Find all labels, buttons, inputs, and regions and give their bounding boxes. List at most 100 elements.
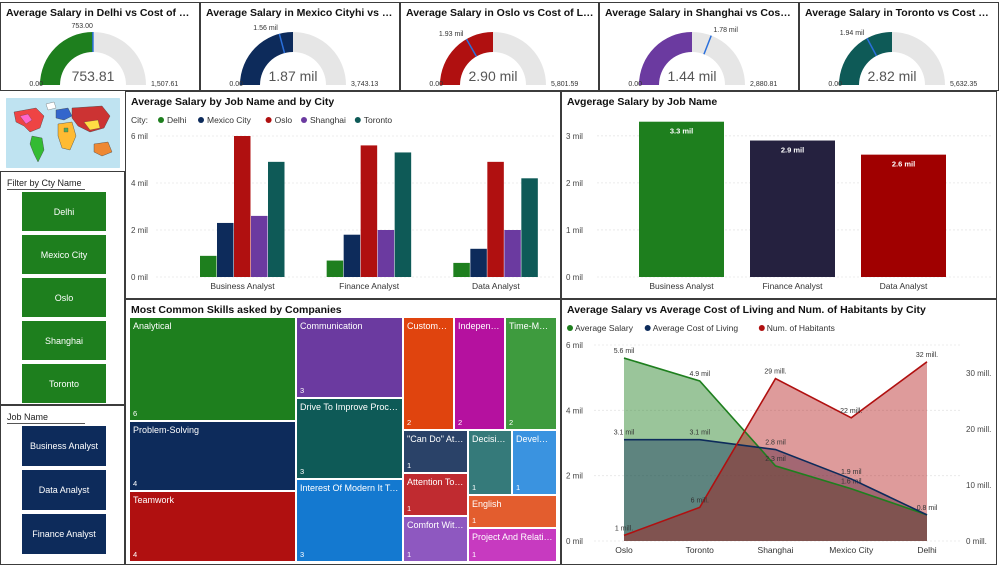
treemap-tile-label: Comfort With Numbers bbox=[407, 520, 464, 530]
legend-label: Average Salary bbox=[575, 323, 634, 333]
y2-tick-label: 10 mill. bbox=[966, 481, 991, 490]
treemap-tile[interactable]: Analytical 6 bbox=[129, 317, 296, 421]
gauge-max-label: 2,880.81 bbox=[750, 81, 777, 88]
y-tick-label: 0 mil bbox=[566, 273, 583, 282]
area-fill bbox=[624, 361, 927, 541]
treemap-tile-count: 2 bbox=[458, 418, 463, 427]
gauge-min-label: 0.00 bbox=[828, 81, 842, 88]
treemap-tile-count: 2 bbox=[509, 418, 514, 427]
legend-label: Toronto bbox=[364, 115, 393, 125]
treemap-tile[interactable]: Decision-Making 1 bbox=[468, 430, 512, 495]
gauge-svg: 753.00 753.81 0.00 1,507.61 bbox=[29, 23, 178, 88]
city-filter-button-delhi[interactable]: Delhi bbox=[22, 192, 106, 231]
gauge-value: 753.81 bbox=[72, 68, 115, 84]
series-line bbox=[624, 438, 928, 516]
legend-label: Num. of Habitants bbox=[767, 323, 835, 333]
gauge-min-label: 0.00 bbox=[628, 81, 642, 88]
y-tick-label: 1 mil bbox=[566, 226, 583, 235]
treemap-tile-label: Problem-Solving bbox=[133, 425, 200, 435]
treemap-tile[interactable]: Independence 2 bbox=[454, 317, 505, 430]
salary-by-job-chart: Avgerage Salary by Job Name 0 mil 1 mil 2 … bbox=[561, 91, 997, 299]
y-tick-label: 0 mil bbox=[131, 273, 148, 282]
treemap-tile[interactable]: Time-Management 2 bbox=[505, 317, 557, 430]
x-tick-label: Shanghai bbox=[758, 545, 794, 555]
treemap-tile-count: 4 bbox=[133, 479, 138, 488]
data-label: 29 mill. bbox=[764, 369, 786, 376]
x-tick-label: Mexico City bbox=[829, 545, 874, 555]
y-tick-label: 3 mil bbox=[566, 132, 583, 141]
treemap-tile[interactable]: Problem-Solving 4 bbox=[129, 421, 296, 491]
gauge-target-label: 1.78 mil bbox=[713, 27, 738, 34]
gauge-fill bbox=[240, 32, 293, 85]
treemap-tile[interactable]: English 1 bbox=[468, 495, 557, 528]
gauge-target-marker bbox=[866, 37, 878, 57]
bar bbox=[268, 161, 285, 277]
treemap-tile[interactable]: Interest Of Modern It Tools 3 bbox=[296, 479, 403, 562]
data-label: 2.6 mil bbox=[892, 160, 915, 169]
gauge-max-label: 5,801.59 bbox=[551, 81, 578, 88]
bar-svg: 0 mil 1 mil 2 mil 3 mil 3.3 mil Business Anal… bbox=[566, 121, 992, 291]
y-tick-label: 2 mil bbox=[566, 179, 583, 188]
treemap-tile-count: 1 bbox=[472, 516, 477, 525]
city-filter-button-oslo[interactable]: Oslo bbox=[22, 278, 106, 317]
treemap-tile-count: 3 bbox=[300, 467, 305, 476]
city-filter-button-shanghai[interactable]: Shanghai bbox=[22, 321, 106, 360]
treemap-tile-label: Interest Of Modern It Tools bbox=[300, 483, 399, 493]
gauge-target-label: 1.93 mil bbox=[439, 31, 464, 38]
city-filter-title: Filter by Cty Name bbox=[7, 178, 85, 190]
treemap-tile[interactable]: Development 1 bbox=[512, 430, 557, 495]
data-label: 5.6 mil bbox=[614, 348, 635, 355]
job-filter-button-data-analyst[interactable]: Data Analyst bbox=[22, 470, 106, 510]
gauge-value: 1.87 mil bbox=[268, 68, 317, 84]
gauge-card: Average Salary in Delhi vs Cost of Livin… bbox=[0, 2, 200, 91]
legend-marker bbox=[354, 117, 361, 123]
legend-title: City: bbox=[131, 115, 148, 125]
treemap-tile-count: 1 bbox=[516, 483, 521, 492]
city-filter-button-toronto[interactable]: Toronto bbox=[22, 364, 106, 403]
bar bbox=[861, 154, 946, 277]
treemap-tile-count: 1 bbox=[407, 504, 412, 513]
treemap-tile-label: Development bbox=[516, 434, 553, 444]
y2-tick-label: 30 mill. bbox=[966, 369, 991, 378]
bar bbox=[360, 145, 378, 277]
treemap-tile-label: Analytical bbox=[133, 321, 172, 331]
gauge-target-label: 753.00 bbox=[71, 23, 93, 30]
legend-marker bbox=[265, 117, 272, 123]
treemap-tile[interactable]: "Can Do" Attitude 1 bbox=[403, 430, 468, 473]
treemap-tile[interactable]: Attention To Detail 1 bbox=[403, 473, 468, 516]
job-filter-button-finance-analyst[interactable]: Finance Analyst bbox=[22, 514, 106, 554]
gauge-value: 2.82 mil bbox=[867, 68, 916, 84]
data-label: 3.3 mil bbox=[670, 127, 693, 136]
treemap-tile-count: 1 bbox=[472, 550, 477, 559]
x-tick-label: Business Analyst bbox=[210, 281, 275, 291]
treemap-tile[interactable]: Communication 3 bbox=[296, 317, 403, 398]
treemap-tile-label: English bbox=[472, 499, 502, 509]
legend-marker bbox=[301, 117, 307, 123]
salary-cost-habitants-chart: Average Salary vs Average Cost of Living… bbox=[561, 299, 997, 565]
bar bbox=[217, 222, 234, 277]
data-label: 1.9 mil bbox=[841, 469, 862, 476]
treemap-tile[interactable]: Teamwork 4 bbox=[129, 491, 296, 562]
data-label: 2.3 mil bbox=[765, 456, 786, 463]
gauge-min-label: 0.00 bbox=[229, 81, 243, 88]
treemap-tile[interactable]: Customer Focus 2 bbox=[403, 317, 454, 430]
salary-by-job-and-city-chart: Average Salary by Job Name and by City C… bbox=[125, 91, 561, 299]
legend-label: Oslo bbox=[275, 115, 293, 125]
treemap-tile-label: Communication bbox=[300, 321, 363, 331]
treemap-tile[interactable]: Comfort With Numbers 1 bbox=[403, 516, 468, 562]
bar bbox=[750, 140, 835, 277]
x-tick-label: Data Analyst bbox=[880, 281, 928, 291]
treemap-tile[interactable]: Project And Relationship 1 bbox=[468, 528, 557, 562]
treemap-tile[interactable]: Drive To Improve Processes 3 bbox=[296, 398, 403, 479]
gauge-fill bbox=[639, 32, 692, 85]
grouped-bar-svg: City: Delhi Mexico City Oslo Shanghai Toronto… bbox=[131, 115, 556, 291]
y-tick-label: 2 mil bbox=[131, 226, 148, 235]
y-tick-label: 0 mil bbox=[566, 537, 583, 546]
x-tick-label: Business Analyst bbox=[649, 281, 714, 291]
gauge-min-label: 0.00 bbox=[429, 81, 443, 88]
city-filter-button-mexico-city[interactable]: Mexico City bbox=[22, 235, 106, 274]
x-tick-label: Data Analyst bbox=[472, 281, 520, 291]
data-label: 2.8 mil bbox=[765, 440, 786, 447]
job-filter-button-business-analyst[interactable]: Business Analyst bbox=[22, 426, 106, 466]
data-label: 22 mill. bbox=[840, 408, 862, 415]
